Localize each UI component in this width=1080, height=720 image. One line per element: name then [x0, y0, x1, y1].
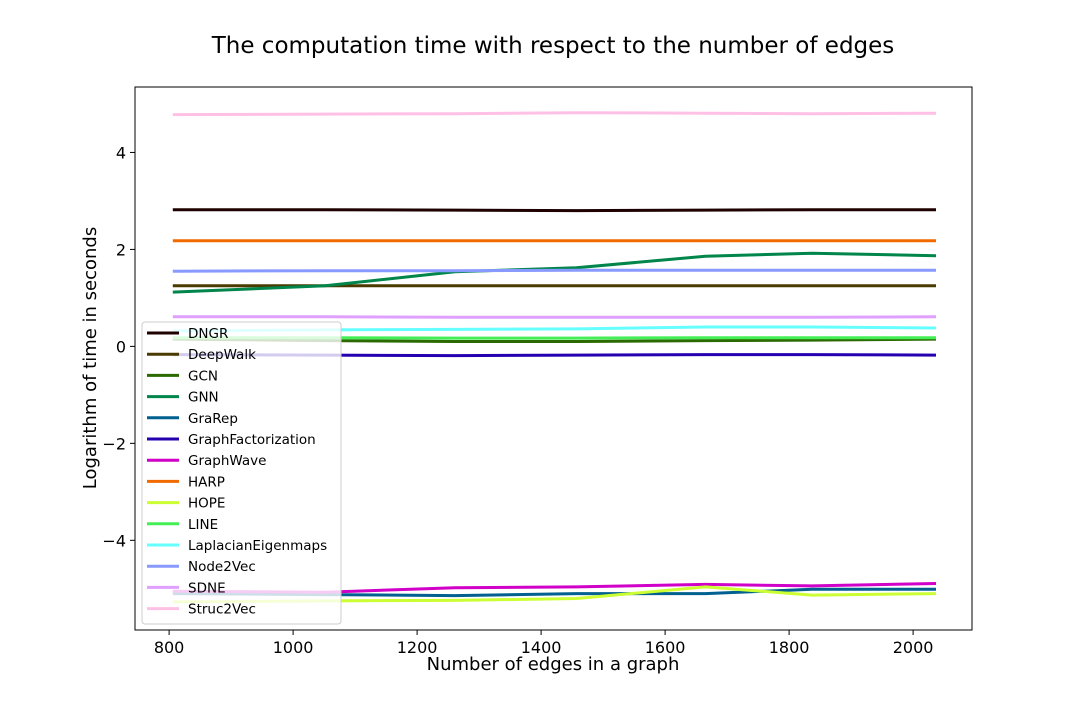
y-tick-label: −2: [102, 434, 126, 453]
x-tick-label: 1200: [397, 638, 438, 657]
legend-label-hope: HOPE: [188, 496, 225, 512]
y-tick-label: 4: [116, 143, 126, 162]
series-line-dngr: [172, 208, 936, 213]
x-axis-label: Number of edges in a graph: [427, 654, 680, 675]
legend-label-laplacianeigenmaps: LaplacianEigenmaps: [188, 538, 327, 554]
legend-label-deepwalk: DeepWalk: [188, 347, 256, 363]
legend-label-struc2vec: Struc2Vec: [188, 602, 256, 618]
series-line-node2vec: [172, 268, 936, 273]
series-line-struc2vec: [172, 111, 937, 117]
series-line-gnn: [172, 251, 937, 294]
x-axis: 800 1000 1200 1400 1600 1800 2000: [154, 630, 934, 657]
legend-label-graphfactorization: GraphFactorization: [188, 432, 316, 448]
x-tick-label: 2000: [893, 638, 934, 657]
series-line-sdne: [172, 315, 937, 319]
y-tick-label: 0: [116, 337, 126, 356]
x-tick-label: 800: [154, 638, 185, 657]
legend-label-node2vec: Node2Vec: [188, 559, 256, 575]
x-tick-label: 1000: [273, 638, 314, 657]
legend-label-line: LINE: [188, 517, 218, 533]
y-axis: −4 −2 0 2 4: [102, 143, 135, 550]
y-tick-label: 2: [116, 240, 126, 259]
x-tick-label: 1800: [769, 638, 810, 657]
legend-label-harp: HARP: [188, 474, 225, 490]
y-tick-label: −4: [102, 531, 126, 550]
legend-label-sdne: SDNE: [188, 580, 226, 596]
legend-label-grarep: GraRep: [188, 411, 238, 427]
legend-label-dngr: DNGR: [188, 326, 228, 342]
x-tick-label: 1400: [521, 638, 562, 657]
x-tick-label: 1600: [645, 638, 686, 657]
legend-label-graphwave: GraphWave: [188, 453, 266, 469]
legend: DNGR DeepWalk GCN GNN GraRep GraphFactorizati…: [141, 321, 342, 625]
chart-title: The computation time with respect to the…: [211, 33, 895, 59]
legend-box: [141, 321, 342, 625]
legend-label-gcn: GCN: [188, 368, 218, 384]
legend-label-gnn: GNN: [188, 390, 219, 406]
y-axis-label: Logarithm of time in seconds: [80, 227, 101, 489]
